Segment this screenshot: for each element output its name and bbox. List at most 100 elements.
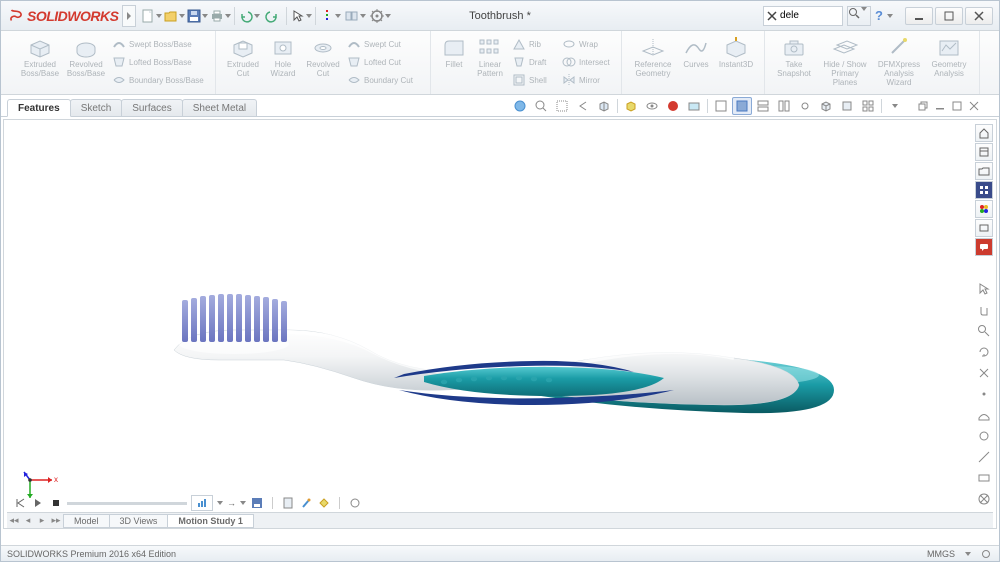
doc-restore-button[interactable]	[916, 100, 930, 112]
revolved-cut-button[interactable]: Revolved Cut	[302, 35, 344, 89]
pan-tool-button[interactable]	[975, 301, 993, 319]
surface-tool-button[interactable]	[975, 406, 993, 424]
section-view-button[interactable]	[594, 97, 614, 115]
motion-wizard-button[interactable]	[299, 496, 313, 510]
tab-features[interactable]: Features	[7, 99, 71, 117]
tab-surfaces[interactable]: Surfaces	[121, 99, 182, 116]
motion-speed-button[interactable]	[191, 495, 213, 511]
new-button[interactable]	[140, 5, 162, 27]
intersect-button[interactable]: Intersect	[559, 53, 615, 71]
undo-button[interactable]	[238, 5, 260, 27]
taskpane-forum-button[interactable]	[975, 238, 993, 256]
select-tool-button[interactable]	[975, 280, 993, 298]
hole-wizard-button[interactable]: Hole Wizard	[264, 35, 302, 89]
search-input[interactable]	[780, 10, 840, 21]
doc-tab-motion[interactable]: Motion Study 1	[167, 514, 254, 528]
motion-stop-button[interactable]	[49, 496, 63, 510]
viewport-single-button[interactable]	[732, 97, 752, 115]
iso-button[interactable]	[816, 97, 836, 115]
menu-expand-button[interactable]	[122, 5, 136, 27]
fillet-button[interactable]: Fillet	[437, 35, 471, 89]
taskpane-custom-button[interactable]	[975, 219, 993, 237]
tab-nav-prev[interactable]: ◂	[21, 514, 35, 528]
display-style-button[interactable]	[621, 97, 641, 115]
reference-geometry-button[interactable]: Reference Geometry	[628, 35, 678, 80]
extruded-cut-button[interactable]: Extruded Cut	[222, 35, 264, 89]
motion-play-button[interactable]	[31, 496, 45, 510]
view-previous-button[interactable]	[573, 97, 593, 115]
geometry-analysis-button[interactable]: Geometry Analysis	[925, 35, 973, 89]
motion-calc-button[interactable]	[281, 496, 295, 510]
curves-button[interactable]: Curves	[678, 35, 714, 80]
four-view-button[interactable]	[858, 97, 878, 115]
minimize-button[interactable]	[905, 7, 933, 25]
save-button[interactable]	[186, 5, 208, 27]
hide-show-planes-button[interactable]: Hide / Show Primary Planes	[817, 35, 873, 89]
tab-nav-last[interactable]: ▸▸	[49, 514, 63, 528]
motion-key-button[interactable]	[317, 496, 331, 510]
front-button[interactable]	[837, 97, 857, 115]
rebuild-button[interactable]	[319, 5, 341, 27]
maximize-button[interactable]	[935, 7, 963, 25]
help-button[interactable]: ?	[875, 8, 883, 23]
motion-save-button[interactable]	[250, 496, 264, 510]
tab-nav-first[interactable]: ◂◂	[7, 514, 21, 528]
more-views-button[interactable]	[885, 97, 905, 115]
linear-pattern-button[interactable]: Linear Pattern	[471, 35, 509, 89]
taskpane-explorer-button[interactable]	[975, 162, 993, 180]
swept-boss-button[interactable]: Swept Boss/Base	[109, 35, 209, 53]
shell-button[interactable]: Shell	[509, 71, 559, 89]
search-button[interactable]	[847, 6, 871, 26]
extruded-boss-button[interactable]: Extruded Boss/Base	[17, 35, 63, 89]
rotate-tool-button[interactable]	[975, 343, 993, 361]
taskpane-library-button[interactable]	[975, 143, 993, 161]
mirror-button[interactable]: Mirror	[559, 71, 615, 89]
draft-button[interactable]: Draft	[509, 53, 559, 71]
lofted-boss-button[interactable]: Lofted Boss/Base	[109, 53, 209, 71]
view-settings-button[interactable]	[711, 97, 731, 115]
status-units[interactable]: MMGS	[927, 549, 955, 559]
view-zoom-fit-button[interactable]	[531, 97, 551, 115]
motion-rewind-button[interactable]	[13, 496, 27, 510]
search-box[interactable]	[763, 6, 843, 26]
point-tool-button[interactable]	[975, 385, 993, 403]
x-tool-button[interactable]	[975, 364, 993, 382]
snapshot-button[interactable]: Take Snapshot	[771, 35, 817, 89]
doc-tab-3dviews[interactable]: 3D Views	[109, 514, 169, 528]
taskpane-view-palette-button[interactable]	[975, 181, 993, 199]
status-cog-icon[interactable]	[981, 549, 993, 559]
circle-tool-button[interactable]	[975, 427, 993, 445]
lofted-cut-button[interactable]: Lofted Cut	[344, 53, 424, 71]
doc-max-button[interactable]	[950, 100, 964, 112]
view-orient-button[interactable]	[510, 97, 530, 115]
doc-min-button[interactable]	[933, 100, 947, 112]
taskpane-appearances-button[interactable]	[975, 200, 993, 218]
settings-button[interactable]	[369, 5, 391, 27]
viewport-2v-button[interactable]	[774, 97, 794, 115]
graphics-area[interactable]: x → ◂◂ ◂ ▸	[3, 119, 997, 529]
rect-tool-button[interactable]	[975, 469, 993, 487]
doc-close-button[interactable]	[967, 100, 981, 112]
instant3d-button[interactable]: Instant3D	[714, 35, 758, 80]
print-button[interactable]	[209, 5, 231, 27]
line-tool-button[interactable]	[975, 448, 993, 466]
swept-cut-button[interactable]: Swept Cut	[344, 35, 424, 53]
dfmxpress-button[interactable]: DFMXpress Analysis Wizard	[873, 35, 925, 89]
viewport-2h-button[interactable]	[753, 97, 773, 115]
tab-nav-next[interactable]: ▸	[35, 514, 49, 528]
motion-graph-button[interactable]	[348, 496, 362, 510]
motion-timeline-slider[interactable]	[67, 502, 187, 505]
edit-appearance-button[interactable]	[663, 97, 683, 115]
revolved-boss-button[interactable]: Revolved Boss/Base	[63, 35, 109, 89]
link-views-button[interactable]	[795, 97, 815, 115]
zoom-tool-button[interactable]	[975, 322, 993, 340]
boundary-boss-button[interactable]: Boundary Boss/Base	[109, 71, 209, 89]
options-button[interactable]	[342, 5, 368, 27]
apply-scene-button[interactable]	[684, 97, 704, 115]
select-button[interactable]	[290, 5, 312, 27]
wrap-button[interactable]: Wrap	[559, 35, 615, 53]
tab-sketch[interactable]: Sketch	[70, 99, 123, 116]
view-zoom-area-button[interactable]	[552, 97, 572, 115]
doc-tab-model[interactable]: Model	[63, 514, 110, 528]
close-button[interactable]	[965, 7, 993, 25]
